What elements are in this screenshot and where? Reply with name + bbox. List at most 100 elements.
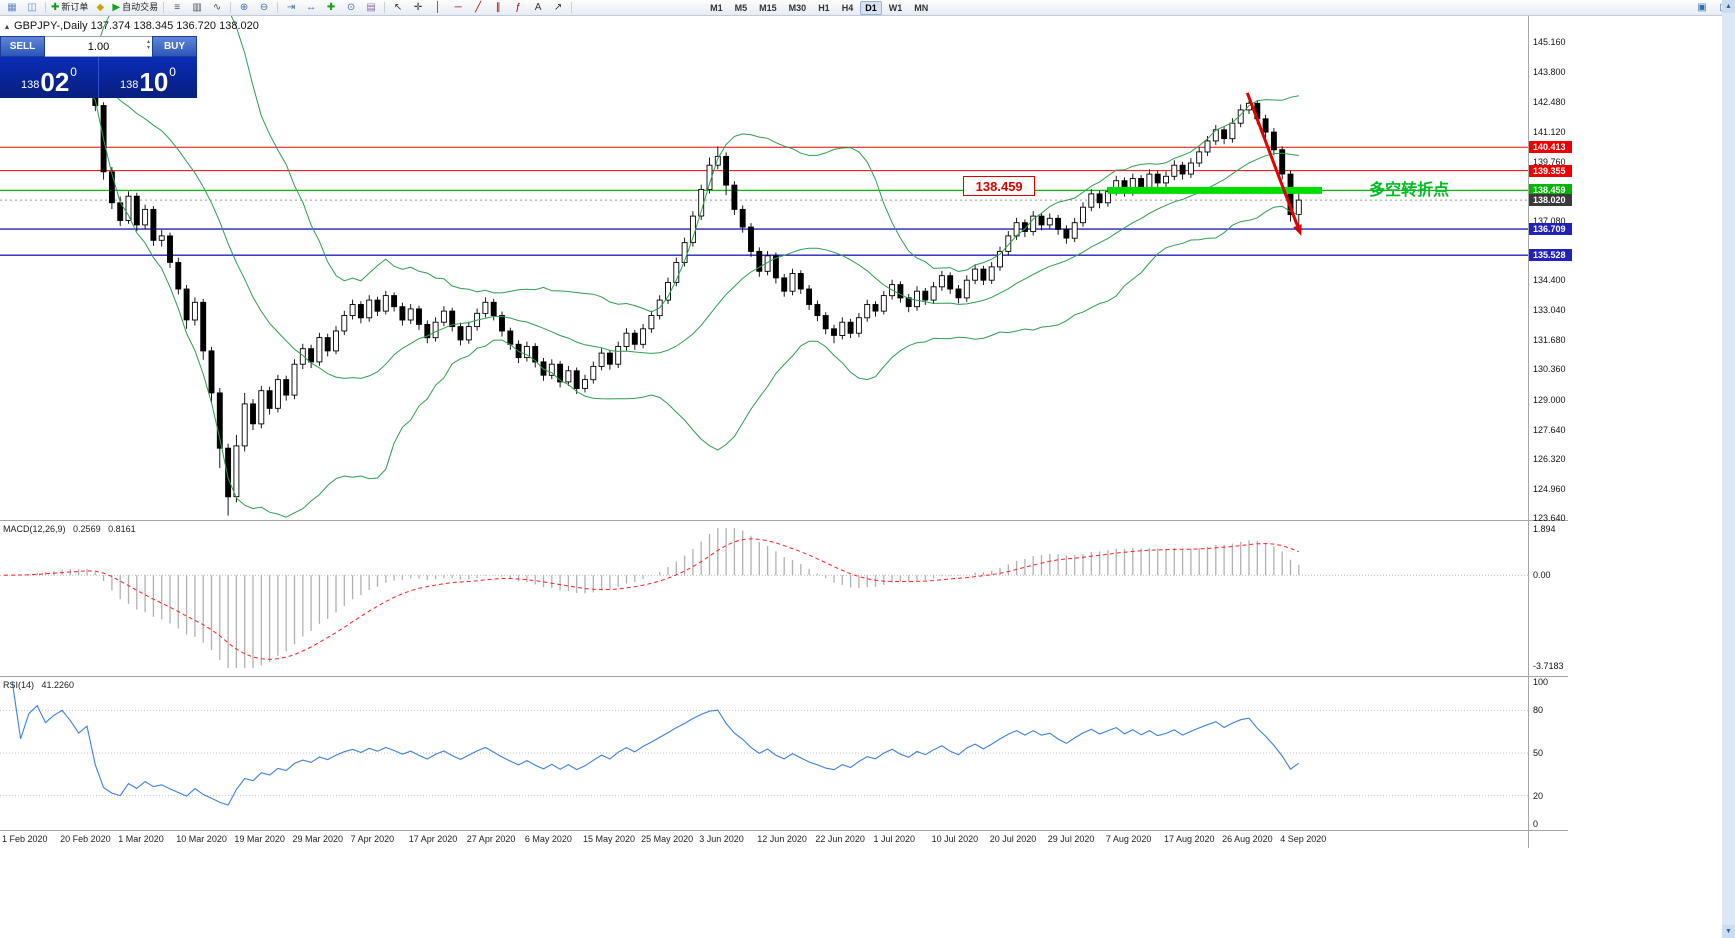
templates-icon-glyph: ▤ (366, 1, 376, 13)
timeframe-button-m30[interactable]: M30 (788, 2, 807, 13)
date-axis-label: 12 Jun 2020 (757, 834, 807, 844)
arrows-icon[interactable]: ↗ (548, 1, 568, 15)
one-click-collapse-icon[interactable]: ▴ (5, 21, 10, 31)
buy-price-display[interactable]: 138 10 0 (99, 57, 197, 98)
price-tick-label: 145.160 (1533, 37, 1566, 48)
main-toolbar: ▦ ◫ ✚ 新订单 ◆ ▶ 自动交易 ≡ ▥ ∿ ⊕ ⊖ ⇥ ↔ ✚ ⊙ ▤ ↖ ✛ │ ─ ╱ ∥ ƒ A ↗ M1 M5 M15 M3… (0, 0, 1722, 16)
price-tick-label: 139.760 (1533, 156, 1566, 167)
timeframe-button-h4[interactable]: H4 (841, 2, 854, 13)
candlestick-chart-icon[interactable]: ▥ (187, 1, 207, 15)
price-tick-label: 134.400 (1533, 275, 1566, 286)
price-axis-badge: 140.413 (1529, 141, 1572, 154)
buy-price-sup: 0 (169, 65, 176, 79)
bollinger-upper-band (20, 16, 1299, 313)
timeframe-button-m15[interactable]: M15 (759, 2, 777, 13)
rsi-scale-label: 0 (1533, 819, 1539, 829)
price-axis[interactable]: 1.894 0.00 -3.7183 145.160 143.800 142.480… (1528, 0, 1618, 938)
fibonacci-icon[interactable]: ƒ (508, 1, 528, 15)
timeframe-button-w1[interactable]: W1 (888, 2, 903, 13)
indicators-icon[interactable]: ✚ (321, 1, 341, 15)
price-tick-label: 130.360 (1533, 364, 1566, 375)
volume-field[interactable]: 1.00 ▴ ▾ (45, 36, 152, 57)
indicators-icon-glyph: ✚ (326, 1, 336, 13)
price-axis-badge: 138.459 (1529, 184, 1572, 197)
bollinger-middle-band (20, 72, 1299, 379)
symbol-ohlc-text: GBPJPY-,Daily 137.374 138.345 136.720 13… (14, 20, 259, 32)
periods-icon[interactable]: ⊙ (341, 1, 361, 15)
rsi-indicator-pane[interactable] (0, 677, 1528, 829)
cursor-icon-glyph: ↖ (393, 1, 403, 13)
toolbar-separator (384, 2, 386, 13)
timeframe-button-d1[interactable]: D1 (860, 0, 882, 15)
volume-down-button[interactable]: ▾ (146, 45, 150, 51)
crosshair-icon[interactable]: ✛ (408, 1, 428, 15)
zoom-out-icon[interactable]: ⊖ (254, 1, 274, 15)
support-zone-bar[interactable] (1107, 186, 1322, 194)
chart-shift-icon[interactable]: ↔ (301, 1, 321, 15)
pane-separator[interactable] (0, 676, 1568, 677)
price-tick-label: 123.640 (1533, 513, 1566, 523)
turning-point-annotation[interactable]: 多空转折点 (1369, 181, 1450, 199)
date-axis-label: 3 Jun 2020 (699, 834, 744, 844)
vertical-scrollbar[interactable]: ▲ ▼ (1722, 0, 1735, 938)
text-icon[interactable]: A (528, 1, 548, 15)
auto-scroll-icon[interactable]: ⇥ (281, 1, 301, 15)
buy-price-small: 138 (120, 79, 139, 91)
fibonacci-icon-glyph: ƒ (515, 1, 521, 13)
date-axis-label: 4 Sep 2020 (1280, 834, 1327, 844)
trendline-icon[interactable]: ╱ (468, 1, 488, 15)
channel-icon-glyph: ∥ (495, 1, 501, 13)
date-axis-label: 10 Mar 2020 (176, 834, 227, 844)
bar-chart-icon[interactable]: ≡ (167, 1, 187, 15)
date-axis-label: 29 Mar 2020 (292, 834, 344, 844)
auto-scroll-icon-glyph: ⇥ (286, 1, 296, 13)
date-axis-label: 22 Jun 2020 (815, 834, 865, 844)
timeframe-button-h1[interactable]: H1 (818, 2, 830, 13)
zoom-out-icon-glyph: ⊖ (259, 1, 269, 13)
date-axis-label: 25 May 2020 (641, 834, 694, 844)
date-axis-label: 19 Mar 2020 (234, 834, 285, 844)
date-axis-label: 20 Feb 2020 (60, 834, 111, 844)
buy-button[interactable]: BUY (152, 36, 197, 57)
autotrading-button[interactable]: ▶ 自动交易 (110, 1, 160, 15)
price-tick-label: 127.640 (1533, 424, 1566, 435)
window-restore-icon[interactable]: ▣ (1697, 2, 1707, 13)
date-axis-label: 17 Apr 2020 (408, 834, 458, 844)
scroll-up-arrow[interactable]: ▲ (1722, 0, 1735, 13)
macd-scale-min: -3.7183 (1533, 661, 1564, 671)
metaeditor-icon[interactable]: ◆ (90, 1, 110, 15)
macd-indicator-pane[interactable] (0, 521, 1528, 675)
cursor-icon[interactable]: ↖ (388, 1, 408, 15)
templates-icon[interactable]: ▤ (361, 1, 381, 15)
one-click-trading-panel: SELL 1.00 ▴ ▾ BUY 138 02 0 138 10 0 (0, 36, 197, 98)
price-axis-separator (1528, 16, 1529, 848)
toolbar-separator (45, 2, 46, 13)
main-price-chart[interactable] (0, 16, 1528, 520)
price-axis-badge: 135.528 (1529, 249, 1572, 262)
scroll-down-arrow[interactable]: ▼ (1722, 925, 1735, 938)
timeframe-button-m1[interactable]: M1 (710, 2, 723, 13)
chart-window-icon[interactable]: ▦ (2, 1, 22, 15)
down-arrow-line[interactable] (1245, 92, 1299, 227)
horizontal-line-icon[interactable]: ─ (448, 1, 468, 15)
date-axis[interactable]: 1 Feb 2020 20 Feb 2020 1 Mar 2020 10 Mar 20… (0, 834, 1528, 848)
channel-icon[interactable]: ∥ (488, 1, 508, 15)
line-chart-icon[interactable]: ∿ (207, 1, 227, 15)
sell-price-display[interactable]: 138 02 0 (0, 57, 99, 98)
price-tick-label: 141.120 (1533, 126, 1566, 137)
date-axis-label: 7 Aug 2020 (1105, 834, 1152, 844)
support-price-annotation[interactable]: 138.459 (963, 176, 1036, 197)
timeframe-button-mn[interactable]: MN (914, 2, 929, 13)
timeframe-button-m5[interactable]: M5 (734, 2, 748, 13)
sell-button[interactable]: SELL (0, 36, 45, 57)
zoom-in-icon[interactable]: ⊕ (234, 1, 254, 15)
profile-icon[interactable]: ◫ (22, 1, 42, 15)
vertical-line-icon[interactable]: │ (428, 1, 448, 15)
new-order-button[interactable]: ✚ 新订单 (49, 1, 90, 15)
volume-up-button[interactable]: ▴ (146, 39, 150, 45)
text-icon-glyph: A (534, 1, 542, 13)
pane-separator[interactable] (0, 520, 1568, 521)
date-axis-label: 27 Apr 2020 (466, 834, 516, 844)
price-tick-label: 143.800 (1533, 67, 1566, 78)
